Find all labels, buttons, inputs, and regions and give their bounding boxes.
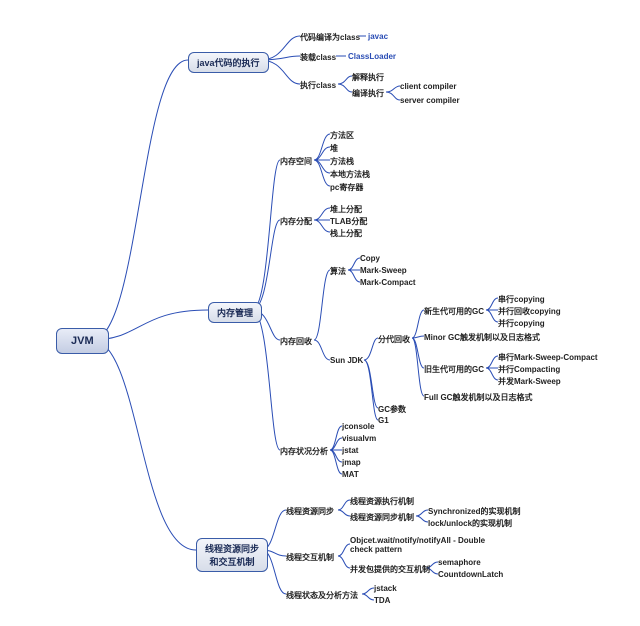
leaf-young-c: 并行copying [498,318,545,329]
leaf-load: 装载class [300,52,336,63]
leaf-algo-b: Mark-Sweep [360,266,407,275]
leaf-g1: G1 [378,416,389,425]
leaf-classloader: ClassLoader [348,52,396,61]
leaf-gen: 分代回收 [378,334,410,345]
leaf-thread-interact: 线程交互机制 [286,552,334,563]
leaf-full: Full GC触发机制以及日志格式 [424,392,532,403]
node-mem-mgmt[interactable]: 内存管理 [208,302,262,323]
leaf-compile: 代码编译为class [300,32,360,43]
leaf-sync-mech: 线程资源同步机制 [350,512,414,523]
leaf-client-compiler: client compiler [400,82,456,91]
leaf-jit: 编译执行 [352,88,384,99]
leaf-sunjdk: Sun JDK [330,356,363,365]
leaf-space-c: 方法栈 [330,156,354,167]
leaf-young-b: 并行回收copying [498,306,561,317]
leaf-javac: javac [368,32,388,41]
leaf-old-c: 并发Mark-Sweep [498,376,561,387]
root-node[interactable]: JVM [56,328,109,354]
leaf-interpret: 解释执行 [352,72,384,83]
leaf-sync-exec: 线程资源执行机制 [350,496,414,507]
leaf-mem-gc: 内存回收 [280,336,312,347]
leaf-mem-alloc: 内存分配 [280,216,312,227]
leaf-concurrent-a: semaphore [438,558,481,567]
leaf-status-a: jstack [374,584,397,593]
leaf-alloc-b: TLAB分配 [330,216,367,227]
leaf-algo-c: Mark-Compact [360,278,416,287]
leaf-minor: Minor GC触发机制以及日志格式 [424,332,540,343]
leaf-run: 执行class [300,80,336,91]
leaf-status-b: TDA [374,596,390,605]
leaf-space-a: 方法区 [330,130,354,141]
leaf-space-b: 堆 [330,143,338,154]
node-java-exec[interactable]: java代码的执行 [188,52,269,73]
leaf-concurrent-b: CountdownLatch [438,570,503,579]
leaf-alloc-a: 堆上分配 [330,204,362,215]
leaf-young: 新生代可用的GC [424,306,484,317]
leaf-alloc-c: 栈上分配 [330,228,362,239]
leaf-sync-impl-a: Synchronized的实现机制 [428,506,520,517]
leaf-analysis-e: MAT [342,470,359,479]
node-thread-sync[interactable]: 线程资源同步 和交互机制 [196,538,268,572]
leaf-analysis-d: jmap [342,458,361,467]
leaf-analysis-c: jstat [342,446,358,455]
leaf-concurrent: 并发包提供的交互机制 [350,564,430,575]
leaf-sync-impl-b: lock/unlock的实现机制 [428,518,512,529]
leaf-mem-space: 内存空间 [280,156,312,167]
leaf-analysis: 内存状况分析 [280,446,328,457]
leaf-server-compiler: server compiler [400,96,460,105]
leaf-space-d: 本地方法栈 [330,169,370,180]
leaf-analysis-a: jconsole [342,422,374,431]
leaf-young-a: 串行copying [498,294,545,305]
leaf-old-a: 串行Mark-Sweep-Compact [498,352,598,363]
leaf-analysis-b: visualvm [342,434,376,443]
leaf-algo: 算法 [330,266,346,277]
leaf-old: 旧生代可用的GC [424,364,484,375]
leaf-old-b: 并行Compacting [498,364,560,375]
leaf-wait: Objcet.wait/notify/notifyAll - Double ch… [350,536,490,554]
leaf-space-e: pc寄存器 [330,182,363,193]
leaf-thread-sync: 线程资源同步 [286,506,334,517]
leaf-algo-a: Copy [360,254,380,263]
leaf-thread-status: 线程状态及分析方法 [286,590,358,601]
leaf-gcparam: GC参数 [378,404,406,415]
